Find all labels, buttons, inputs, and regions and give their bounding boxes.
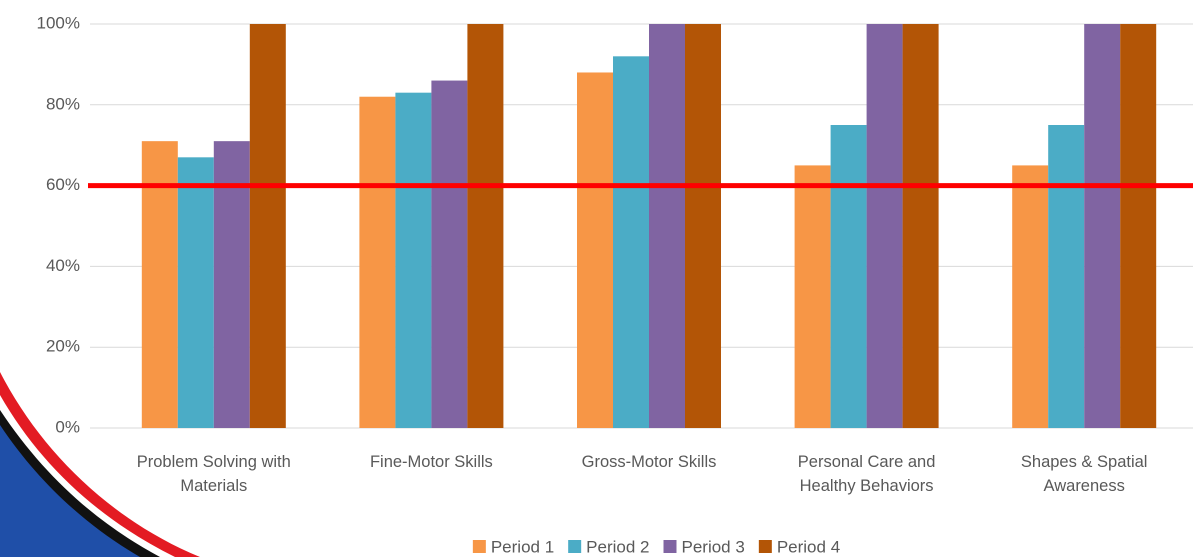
decoration [0, 372, 200, 557]
bar [249, 24, 286, 428]
bar [431, 80, 468, 428]
legend-label: Period 3 [682, 537, 745, 556]
legend-label: Period 2 [586, 537, 649, 556]
bar [467, 24, 504, 428]
bar [141, 141, 178, 428]
bar [1048, 125, 1085, 428]
bar [213, 141, 250, 428]
legend-swatch [472, 540, 486, 553]
x-tick-label: Fine-Motor Skills [369, 453, 493, 471]
bar [830, 125, 867, 428]
legend-swatch [758, 540, 772, 553]
bar [685, 24, 721, 428]
x-tick-label: Gross-Motor Skills [581, 453, 717, 471]
bar [395, 92, 432, 429]
bar [1120, 24, 1157, 428]
y-tick-label: 0% [55, 417, 80, 436]
legend-label: Period 1 [491, 537, 554, 556]
x-tick-label: Shapes & Spatial Awareness [1020, 453, 1148, 495]
bar [794, 165, 831, 428]
x-tick-label: Personal Care and Healthy Behaviors [797, 453, 936, 495]
legend-swatch [568, 540, 582, 553]
y-tick-label: 60% [46, 175, 80, 194]
legend-swatch [663, 540, 677, 553]
bar [902, 24, 939, 428]
legend-label: Period 4 [777, 537, 840, 556]
y-tick-label: 40% [46, 256, 80, 275]
bar [177, 157, 214, 428]
bar [866, 24, 903, 428]
swoosh-blue [0, 425, 140, 557]
bar [359, 96, 396, 428]
bar [577, 72, 613, 428]
y-tick-label: 80% [46, 94, 80, 113]
y-tick-label: 20% [46, 337, 80, 356]
bar [649, 24, 685, 428]
bar [1012, 165, 1049, 428]
bar [613, 56, 649, 428]
y-tick-label: 100% [37, 13, 80, 32]
bar [1084, 24, 1121, 428]
x-tick-label: Problem Solving with Materials [136, 453, 291, 495]
legend: Period 1 Period 2 Period 3 Period 4 [472, 537, 840, 556]
